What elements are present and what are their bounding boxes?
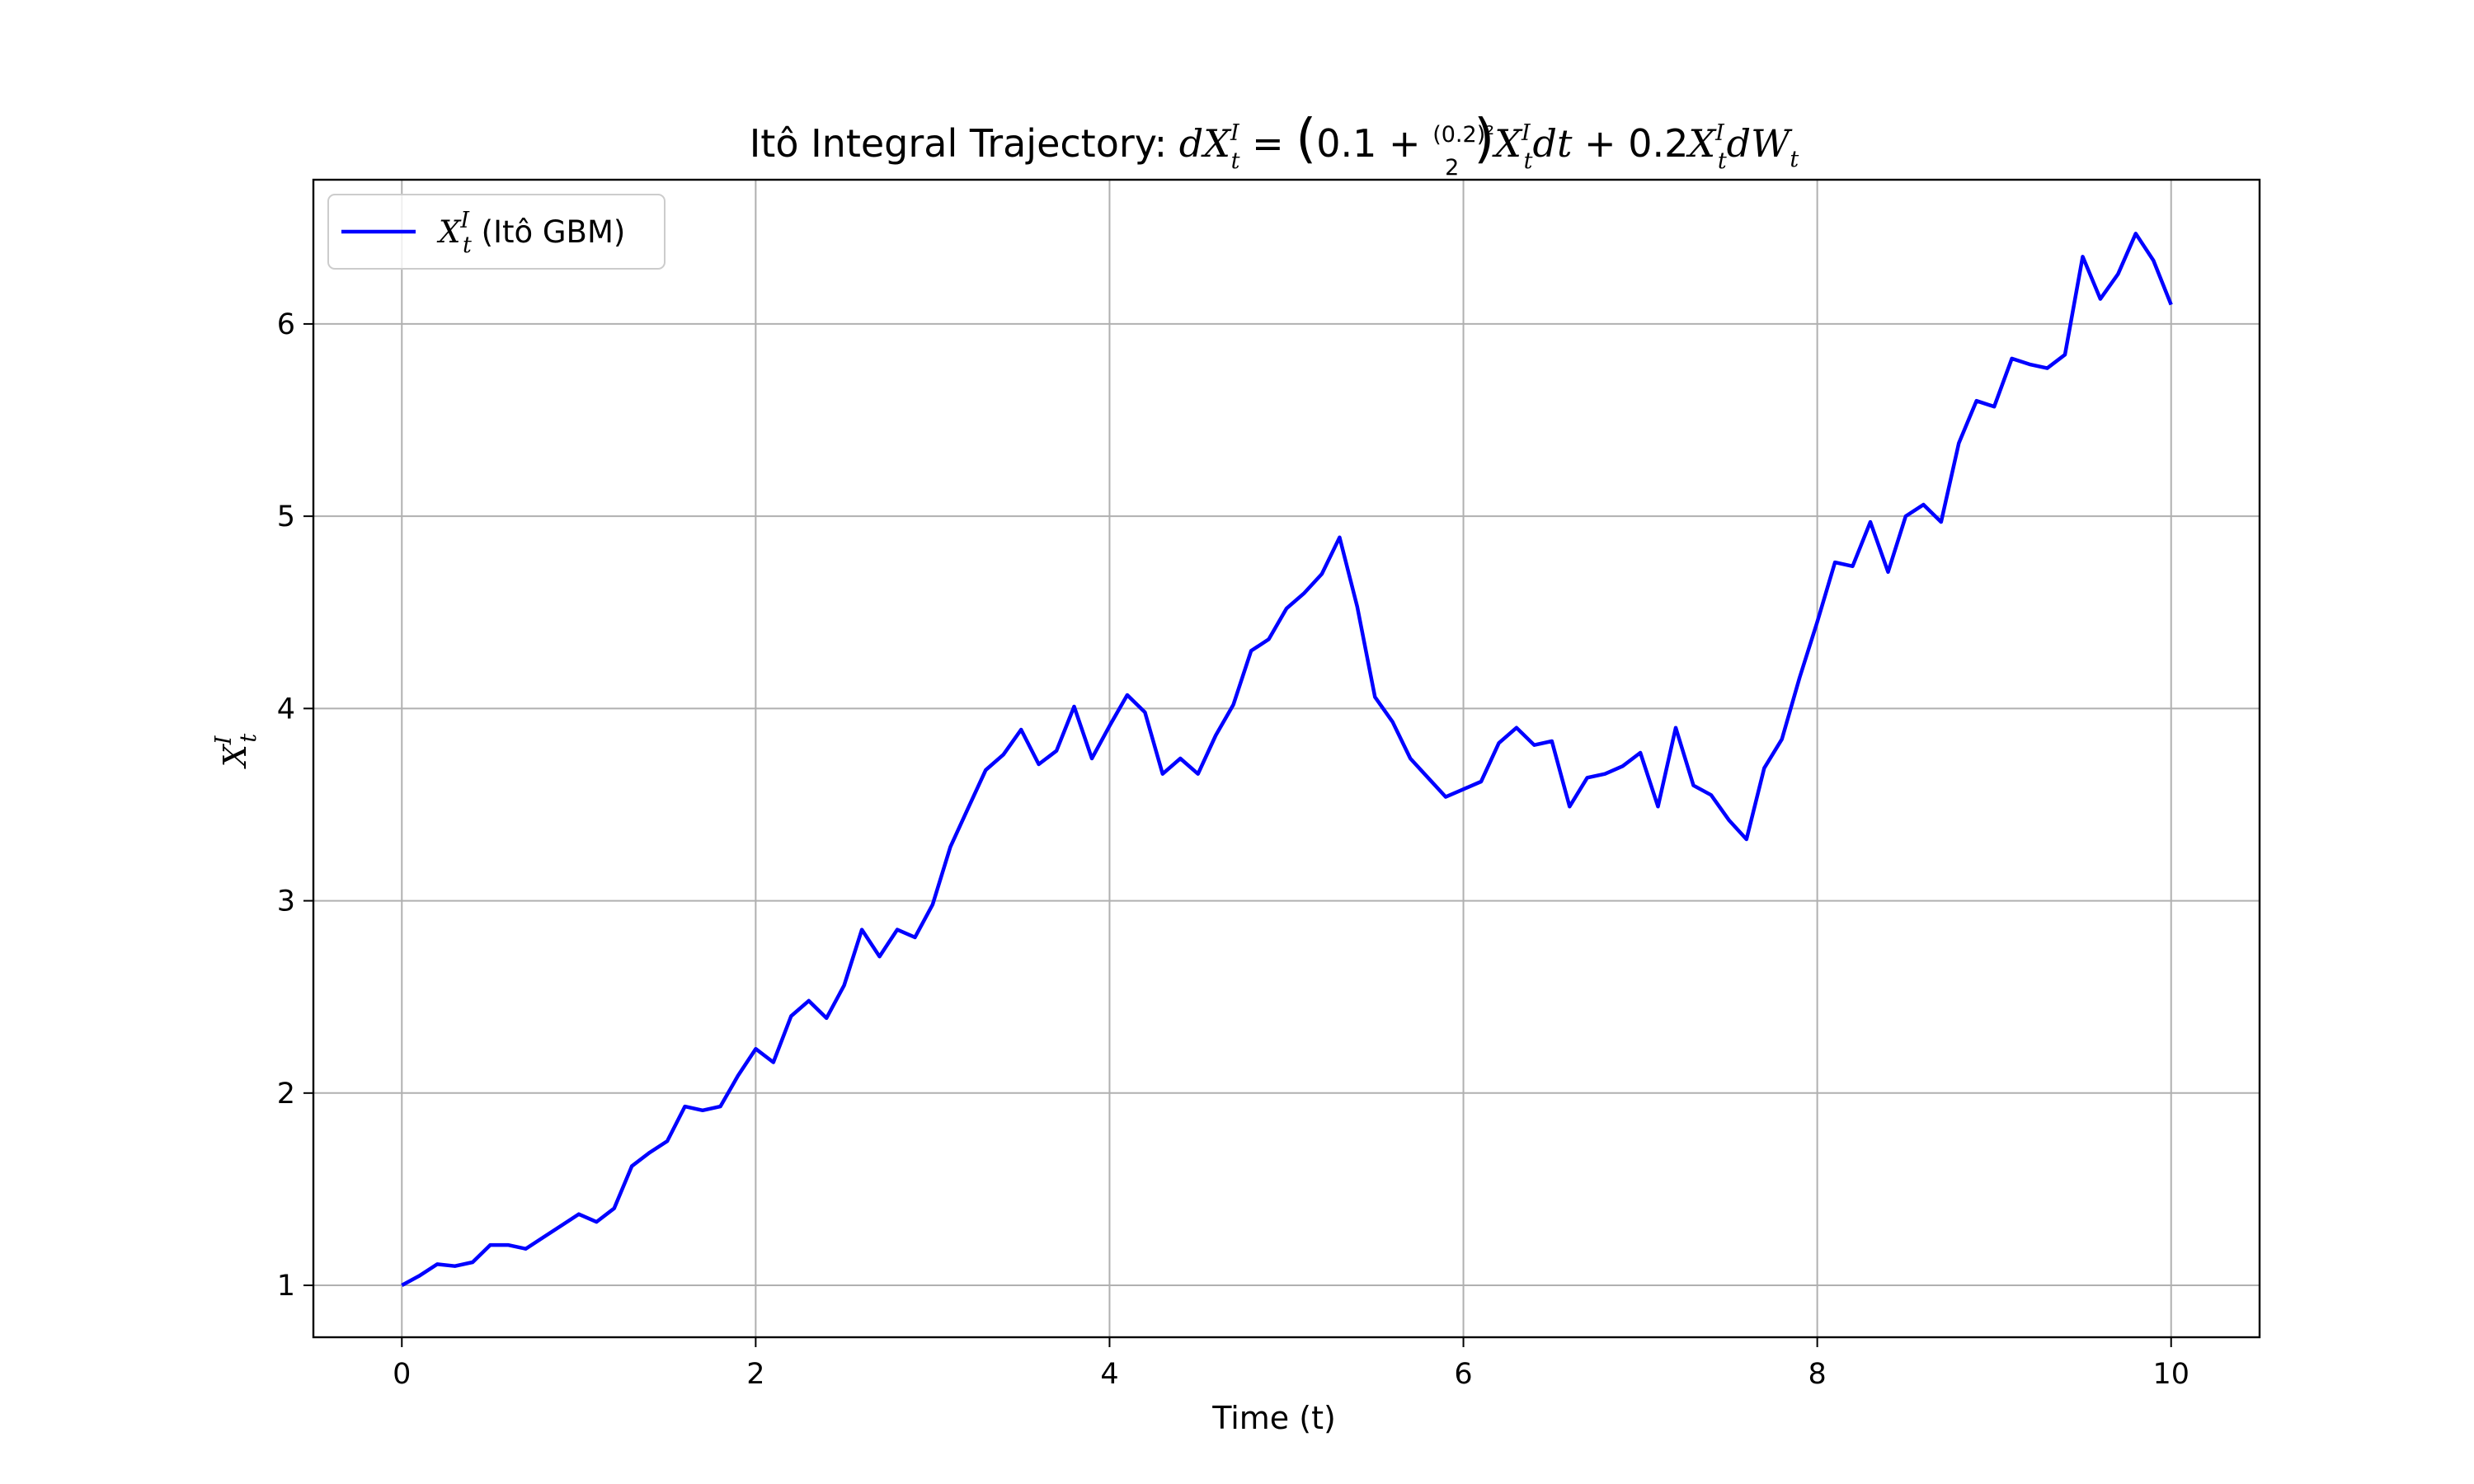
title-frac-num: (0.2)² <box>1432 122 1494 148</box>
title-drift-sup: I <box>1521 120 1531 146</box>
title-math-lhs: dX <box>1179 121 1232 166</box>
title-drift-sub: t <box>1524 148 1533 174</box>
x-tick-label: 4 <box>1100 1358 1118 1391</box>
x-tick-label: 2 <box>746 1358 764 1391</box>
y-tick-label: 1 <box>277 1270 295 1303</box>
series-line <box>401 232 2173 1287</box>
y-axis-label-sup: I <box>211 735 237 745</box>
title-vol-sup: I <box>1714 120 1725 146</box>
y-tick-label: 6 <box>277 308 295 341</box>
y-axis-label-sub: t <box>236 734 261 743</box>
chart-title: Itô Integral Trajectory: dXI t = (0.1 + (… <box>750 109 1799 181</box>
y-tick-label: 4 <box>277 693 295 726</box>
x-tick-label: 0 <box>393 1358 411 1391</box>
grid <box>313 180 2260 1337</box>
title-open-paren: ( <box>1296 109 1316 170</box>
x-axis-label: Time (t) <box>1211 1400 1336 1436</box>
title-lhs-sub: t <box>1231 148 1240 174</box>
legend-math-base: X <box>436 214 462 250</box>
title-drift: X <box>1492 121 1523 166</box>
y-tick-label: 2 <box>277 1078 295 1111</box>
title-lhs-sup: I <box>1230 120 1240 146</box>
legend-entry-label: XI t (Itô GBM) <box>436 208 625 258</box>
plot-frame <box>312 178 2261 1339</box>
x-tick-label: 10 <box>2152 1358 2189 1391</box>
y-axis-label: XIt <box>211 734 261 770</box>
title-eq: = <box>1240 121 1296 166</box>
title-dt: dt <box>1533 121 1573 166</box>
x-tick-label: 6 <box>1454 1358 1472 1391</box>
x-tick-label: 8 <box>1808 1358 1826 1391</box>
legend: XI t (Itô GBM) <box>327 194 666 270</box>
y-tick-label: 5 <box>277 500 295 533</box>
title-frac-den: 2 <box>1445 155 1459 181</box>
title-close-paren: ) <box>1474 109 1494 170</box>
y-tick-label: 3 <box>277 885 295 918</box>
legend-series-name: (Itô GBM) <box>472 214 625 250</box>
legend-box <box>327 194 666 270</box>
title-const: 0.1 + <box>1316 121 1432 166</box>
title-prefix: Itô Integral Trajectory: <box>750 121 1179 166</box>
legend-math-sup: I <box>459 208 470 233</box>
title-dw: dW <box>1727 121 1793 166</box>
series-layer <box>401 232 2173 1287</box>
title-plus: + 0.2 <box>1572 121 1688 166</box>
y-axis-label-base: X <box>217 743 253 769</box>
legend-math-sub: t <box>463 232 472 258</box>
title-dw-sub: t <box>1790 147 1799 172</box>
title-vol: X <box>1686 121 1717 166</box>
title-vol-sub: t <box>1718 148 1727 174</box>
